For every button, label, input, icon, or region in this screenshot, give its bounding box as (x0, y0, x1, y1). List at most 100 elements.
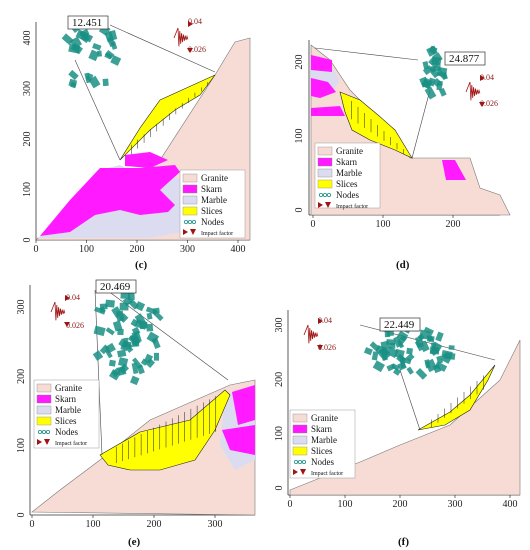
rock-block (153, 352, 160, 361)
legend-label-marble: Marble (336, 168, 362, 178)
legend-label-granite: Granite (201, 173, 228, 183)
rock-block (152, 307, 160, 314)
impact-waveform (50, 301, 66, 321)
legend-label-impact: Impact factor (55, 440, 87, 447)
legend-node-icon (42, 429, 47, 434)
panel-e-rock-blocks (92, 285, 164, 386)
rock-block (393, 336, 403, 348)
panel-d: 24.877 0.04 0.026 GraniteSkarnMarbleSlic… (294, 40, 511, 271)
panel-e-impact-high: 0.04 (66, 293, 80, 302)
impact-waveform (465, 81, 481, 101)
legend-node-icon (301, 459, 306, 464)
panel-f-trajectory-left (399, 369, 421, 431)
panel-e-trajectory-left (94, 289, 103, 456)
x-tick-label: 0 (288, 499, 293, 510)
panel-e-skarn-region-2 (222, 425, 255, 455)
y-tick-label: 0 (16, 513, 27, 518)
legend-node-icon (326, 192, 331, 197)
rock-block (104, 348, 113, 359)
impact-arrow-right-icon (480, 75, 485, 81)
panel-c-fos-value: 12.451 (72, 17, 102, 29)
x-tick-label: 100 (86, 519, 101, 530)
rock-block (117, 349, 127, 358)
panel-d-impact-wave (465, 75, 485, 107)
y-tick-label: 200 (274, 372, 285, 387)
rock-block (131, 336, 140, 347)
rock-block (421, 77, 433, 90)
legend-impact-down-icon (44, 439, 50, 445)
panel-c-impact-wave (173, 21, 193, 53)
rock-block (97, 50, 103, 57)
panel-e: 20.469 0.04 0.026 GraniteSkarnMarbleSlic… (16, 279, 256, 548)
x-tick-label: 200 (393, 499, 408, 510)
legend-label-skarn: Skarn (201, 184, 222, 194)
impact-arrow-down-icon (479, 102, 485, 107)
y-tick-label: 100 (274, 426, 285, 441)
legend-node-icon (293, 459, 298, 464)
panel-d-skarn-region-2 (311, 78, 336, 98)
rock-block (438, 87, 447, 97)
y-tick-label: 400 (22, 31, 33, 46)
legend-swatch-granite (36, 383, 52, 393)
rock-block (363, 347, 373, 356)
legend-label-marble: Marble (201, 195, 227, 205)
y-tick-label: 300 (274, 318, 285, 333)
x-tick-label: 100 (338, 499, 353, 510)
impact-arrow-right-icon (188, 21, 193, 27)
panel-c-impact-high: 0.04 (188, 17, 202, 26)
legend-label-granite: Granite (55, 383, 82, 393)
rock-block (102, 78, 109, 87)
y-tick-label: 0 (294, 208, 305, 213)
rock-block (118, 357, 129, 367)
rock-block (125, 345, 134, 353)
rock-block (118, 363, 129, 375)
legend-swatch-skarn (292, 424, 308, 434)
x-tick-label: 100 (376, 219, 391, 230)
rock-block (131, 362, 139, 374)
legend-label-impact: Impact factor (201, 230, 233, 237)
y-tick-label: 100 (22, 182, 33, 197)
legend-swatch-skarn (36, 394, 52, 404)
x-tick-label: 0 (34, 244, 39, 255)
rock-block (384, 329, 391, 338)
legend-swatch-granite (182, 173, 198, 183)
rock-block (391, 363, 400, 371)
panel-f-fos-value: 22.449 (384, 319, 415, 331)
panel-d-trajectory-top (314, 47, 419, 61)
legend-label-marble: Marble (311, 435, 337, 445)
panel-d-slice-lines (351, 101, 404, 154)
impact-arrow-down-icon (64, 322, 70, 327)
rock-block (61, 33, 74, 46)
rock-block (93, 325, 106, 337)
y-tick-label: 0 (274, 486, 285, 491)
rock-block (75, 29, 89, 42)
legend-swatch-granite (292, 413, 308, 423)
panel-d-rock-blocks (419, 45, 448, 100)
rock-block (428, 45, 438, 55)
panel-f-impact-high: 0.04 (318, 316, 332, 325)
legend-impact-right-icon (318, 202, 323, 208)
rock-block (132, 357, 143, 369)
panel-f-slice-lines (431, 375, 484, 428)
rock-block (448, 345, 455, 350)
panel-c-skarn-region-2 (125, 152, 168, 168)
rock-block (406, 366, 414, 375)
legend-label-slices: Slices (336, 179, 358, 189)
panel-e-impact-wave (50, 295, 70, 327)
rock-block (146, 312, 153, 320)
legend-swatch-skarn (182, 184, 198, 194)
panel-c-rock-blocks (61, 17, 122, 89)
rock-block (385, 346, 399, 359)
rock-block (70, 81, 77, 89)
legend-swatch-marble (182, 195, 198, 205)
impact-waveform (173, 27, 189, 47)
panel-f-impact-wave (303, 318, 323, 350)
panel-e-impact-low: 0.026 (66, 321, 84, 330)
legend-swatch-slices (292, 446, 308, 456)
panel-d-label: (d) (396, 259, 410, 271)
legend-node-icon (183, 219, 188, 224)
rock-block (115, 310, 125, 322)
rock-block (92, 350, 104, 361)
